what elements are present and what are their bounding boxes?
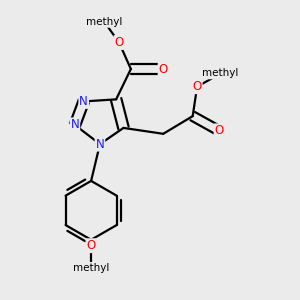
Text: O: O bbox=[214, 124, 224, 137]
Text: methyl: methyl bbox=[202, 68, 239, 78]
Text: methyl: methyl bbox=[73, 263, 109, 273]
Text: O: O bbox=[159, 62, 168, 76]
Text: N: N bbox=[80, 95, 88, 108]
Text: O: O bbox=[86, 239, 96, 252]
Text: O: O bbox=[115, 36, 124, 49]
Text: methyl: methyl bbox=[86, 17, 122, 27]
Text: N: N bbox=[70, 118, 79, 131]
Text: O: O bbox=[193, 80, 202, 93]
Text: N: N bbox=[96, 138, 104, 151]
